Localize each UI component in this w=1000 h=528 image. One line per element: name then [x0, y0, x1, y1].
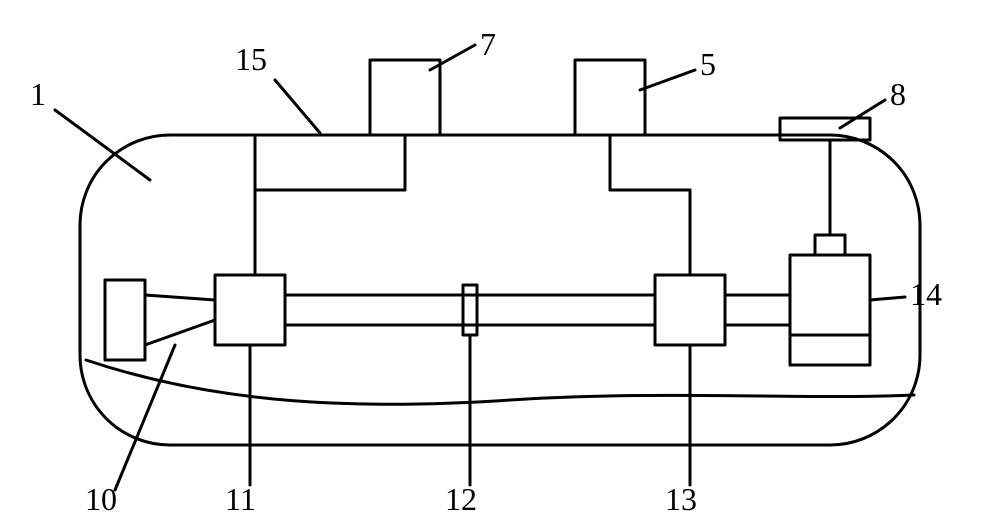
callout-label-12: 12 [445, 481, 477, 517]
node-13 [655, 275, 725, 345]
callout-7: 7 [430, 26, 496, 70]
callout-label-7: 7 [480, 26, 496, 62]
motor-14 [790, 255, 870, 365]
block-5 [575, 60, 645, 135]
callout-label-10: 10 [85, 481, 117, 517]
callout-label-14: 14 [910, 276, 942, 312]
block-10 [105, 280, 145, 360]
callout-label-13: 13 [665, 481, 697, 517]
schematic-diagram: 1 15 7 5 8 14 10 11 12 13 [0, 0, 1000, 528]
callout-5: 5 [640, 46, 716, 90]
outer-body [80, 135, 920, 445]
node-11 [215, 275, 285, 345]
callout-13: 13 [665, 345, 697, 517]
callout-label-8: 8 [890, 76, 906, 112]
callout-14: 14 [870, 276, 942, 312]
callout-11: 11 [225, 345, 256, 517]
callout-10: 10 [85, 345, 175, 517]
callout-12: 12 [445, 335, 477, 517]
callout-15: 15 [235, 41, 320, 133]
liquid-level [86, 360, 914, 404]
marker-12 [463, 285, 477, 335]
callout-label-11: 11 [225, 481, 256, 517]
callout-label-15: 15 [235, 41, 267, 77]
block-8 [780, 118, 870, 140]
callout-8: 8 [840, 76, 906, 128]
callout-label-5: 5 [700, 46, 716, 82]
callout-label-1: 1 [30, 76, 46, 112]
callout-1: 1 [30, 76, 150, 180]
